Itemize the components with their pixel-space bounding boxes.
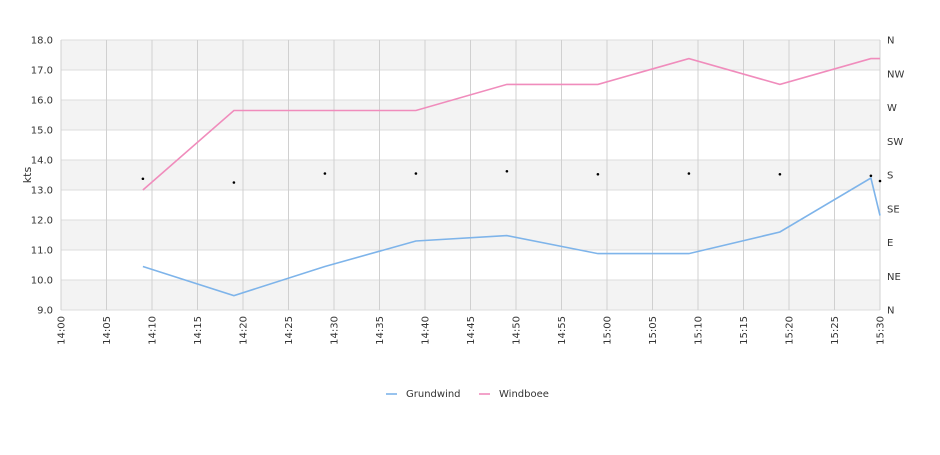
x-tick-label: 15:25: [830, 316, 841, 345]
x-tick-label: 14:55: [557, 316, 568, 345]
x-tick-label: 14:50: [512, 316, 523, 345]
x-tick-label: 15:10: [694, 316, 705, 345]
legend-item-grundwind[interactable]: Grundwind: [386, 389, 461, 400]
x-tick-label: 15:00: [603, 316, 614, 345]
y-tick-label: 12.0: [31, 216, 53, 227]
series-line-windboee: [142, 57, 880, 191]
direction-point: [323, 172, 327, 175]
y-axis-ticks: 9.0 10.0 11.0 12.0 13.0 14.0 15.0 16.0 17.0 18.0: [31, 36, 53, 317]
direction-point: [869, 174, 873, 178]
direction-tick-label: W: [887, 103, 897, 114]
direction-axis-ticks: N NE E SE S SW W NW N: [887, 36, 904, 317]
x-tick-label: 15:15: [739, 316, 750, 345]
x-tick-label: 14:45: [466, 316, 477, 345]
direction-tick-label: NW: [887, 69, 904, 80]
y-tick-label: 10.0: [31, 276, 53, 287]
direction-tick-label: SW: [887, 137, 903, 148]
direction-point: [232, 181, 236, 184]
x-tick-label: 14:40: [421, 316, 432, 345]
plot-grid: [60, 39, 881, 311]
y-tick-label: 9.0: [37, 306, 53, 317]
direction-point: [687, 172, 691, 175]
direction-tick-label: E: [887, 238, 893, 249]
direction-tick-label: N: [887, 36, 894, 47]
x-axis-ticks: 14:00 14:05 14:10 14:15 14:20 14:25 14:30 14:35…: [57, 316, 887, 345]
x-tick-label: 14:05: [102, 316, 113, 345]
y-tick-label: 14.0: [31, 156, 53, 167]
y-tick-label: 11.0: [31, 246, 53, 257]
legend: Grundwind Windboee: [386, 389, 549, 400]
series-lines: [142, 57, 881, 297]
x-tick-label: 14:15: [193, 316, 204, 345]
y-tick-label: 16.0: [31, 96, 53, 107]
direction-tick-label: N: [887, 306, 894, 317]
direction-point: [878, 179, 882, 183]
direction-tick-label: SE: [887, 204, 900, 215]
legend-item-windboee[interactable]: Windboee: [479, 389, 549, 400]
y-tick-label: 17.0: [31, 66, 53, 77]
direction-point: [141, 177, 145, 181]
legend-label: Windboee: [499, 389, 549, 400]
direction-points: [141, 169, 882, 184]
y-tick-label: 18.0: [31, 36, 53, 47]
x-tick-label: 15:20: [785, 316, 796, 345]
x-tick-label: 14:30: [330, 316, 341, 345]
x-tick-label: 15:05: [648, 316, 659, 345]
x-tick-label: 14:25: [284, 316, 295, 345]
direction-tick-label: NE: [887, 272, 901, 283]
x-tick-label: 14:00: [57, 316, 68, 345]
direction-point: [505, 169, 509, 173]
x-tick-label: 14:10: [148, 316, 159, 345]
y-tick-label: 15.0: [31, 126, 53, 137]
direction-point: [778, 172, 782, 176]
x-tick-label: 14:20: [239, 316, 250, 345]
legend-label: Grundwind: [406, 389, 461, 400]
series-line-grundwind: [142, 176, 881, 297]
x-tick-label: 14:35: [375, 316, 386, 345]
y-axis-title: kts: [21, 167, 34, 184]
y-tick-label: 13.0: [31, 186, 53, 197]
direction-point: [596, 172, 600, 176]
direction-point: [414, 172, 418, 175]
x-tick-label: 15:30: [876, 316, 887, 345]
direction-tick-label: S: [887, 171, 893, 182]
